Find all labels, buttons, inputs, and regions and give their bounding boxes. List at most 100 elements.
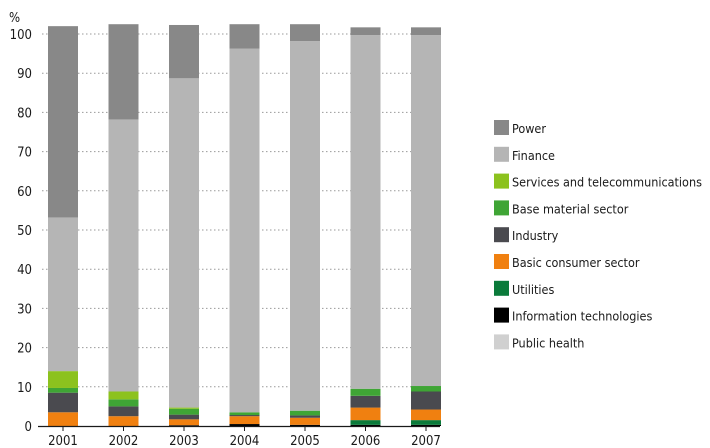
bar-segment-finance: [290, 41, 320, 411]
bar-segment-finance: [169, 78, 199, 408]
legend: Power Finance Services and telecommunicati…: [494, 120, 702, 350]
x-tick-label: 2003: [169, 434, 199, 448]
y-axis-ticks: 0 10 20 30 40 50 60 70 80 90 100: [10, 28, 32, 435]
legend-label: Information technologies: [512, 309, 652, 324]
legend-swatch: [494, 173, 509, 189]
y-tick-label: 100: [10, 28, 32, 43]
bar-segment-information-technologies: [350, 424, 381, 426]
bar-segment-base-material-sector: [350, 388, 381, 396]
x-tick-label: 2005: [290, 434, 320, 448]
legend-swatch: [494, 334, 509, 350]
bar-segment-base-material-sector: [108, 399, 139, 407]
bar-stack-2002: [108, 24, 139, 426]
bar-segment-power: [290, 24, 320, 42]
legend-item: Utilities: [494, 280, 554, 297]
y-tick-label: 70: [17, 146, 32, 161]
bar-segment-finance: [229, 48, 260, 413]
legend-item: Public health: [494, 334, 584, 350]
y-tick-label: 90: [17, 67, 32, 82]
legend-label: Base material sector: [512, 201, 629, 216]
legend-swatch: [494, 280, 509, 296]
bar-stack-2003: [169, 24, 199, 426]
bar-stack-2005: [290, 24, 320, 426]
bar-segment-industry: [48, 392, 78, 413]
bar-segment-power: [411, 27, 441, 36]
y-tick-label: 50: [17, 224, 32, 239]
bar-segment-base-material-sector: [229, 412, 260, 416]
x-tick-label: 2001: [48, 434, 78, 448]
x-tick-label: 2004: [230, 434, 260, 448]
legend-label: Utilities: [512, 282, 554, 297]
bar-segment-basic-consumer-sector: [411, 409, 441, 421]
legend-item: Information technologies: [494, 307, 652, 324]
bar-stack-2004: [229, 24, 260, 426]
legend-label: Basic consumer sector: [512, 255, 640, 270]
bar-segment-power: [350, 27, 381, 36]
x-tick-label: 2002: [109, 434, 139, 448]
y-tick-label: 60: [17, 185, 32, 200]
bar-segment-base-material-sector: [48, 387, 78, 393]
bar-segment-information-technologies: [290, 424, 320, 426]
bar-segment-information-technologies: [411, 424, 441, 426]
legend-item: Finance: [494, 146, 555, 163]
bar-segment-finance: [108, 119, 139, 392]
legend-swatch: [494, 120, 509, 135]
bar-stack-2006: [350, 27, 381, 426]
bar-segment-power: [229, 24, 260, 49]
legend-label: Public health: [512, 335, 584, 350]
bar-segment-power: [108, 24, 139, 120]
bar-segment-base-material-sector: [169, 408, 199, 415]
legend-swatch: [494, 227, 509, 243]
legend-item: Base material sector: [494, 200, 629, 216]
bar-segment-services-and-telecommunications: [48, 371, 78, 388]
bar-segment-basic-consumer-sector: [350, 407, 381, 421]
bar-segment-information-technologies: [169, 425, 199, 426]
legend-swatch: [494, 254, 509, 269]
bar-segment-basic-consumer-sector: [108, 416, 139, 426]
legend-label: Industry: [512, 228, 559, 243]
legend-item: Basic consumer sector: [494, 254, 640, 270]
x-tick-label: 2006: [351, 434, 381, 448]
y-tick-label: 20: [17, 342, 32, 357]
bar-segment-utilities: [411, 420, 441, 425]
bar-segment-information-technologies: [229, 424, 260, 426]
legend-label: Services and telecommunications: [512, 175, 702, 190]
bar-segment-finance: [48, 217, 78, 372]
y-tick-label: 0: [25, 420, 32, 435]
y-tick-label: 40: [17, 263, 32, 278]
bar-segment-power: [169, 24, 199, 79]
bars: [48, 24, 441, 426]
bar-stack-2007: [411, 27, 441, 426]
bar-segment-power: [48, 26, 78, 218]
bar-segment-industry: [290, 415, 320, 418]
bar-segment-base-material-sector: [411, 386, 441, 392]
y-tick-label: 30: [17, 302, 32, 317]
bar-segment-industry: [108, 406, 139, 417]
bar-segment-industry: [169, 414, 199, 420]
bar-stack-2001: [48, 26, 78, 426]
bar-segment-services-and-telecommunications: [169, 407, 199, 409]
y-tick-label: 80: [17, 106, 32, 121]
bar-segment-industry: [411, 391, 441, 410]
bar-segment-finance: [411, 35, 441, 387]
y-axis-unit-label: %: [9, 11, 20, 26]
bar-segment-services-and-telecommunications: [108, 391, 139, 400]
bar-segment-utilities: [350, 420, 381, 425]
bar-segment-basic-consumer-sector: [169, 419, 199, 426]
bar-segment-basic-consumer-sector: [48, 412, 78, 426]
bar-segment-finance: [350, 35, 381, 389]
legend-label: Finance: [512, 148, 555, 163]
bar-segment-industry: [350, 395, 381, 408]
legend-item: Services and telecommunications: [494, 173, 702, 190]
legend-swatch: [494, 200, 509, 216]
legend-swatch: [494, 146, 509, 162]
y-tick-label: 10: [17, 381, 32, 396]
bar-segment-base-material-sector: [290, 410, 320, 416]
x-axis-ticks: 2001 2002 2003 2004 2005 2006 2007: [48, 426, 441, 448]
bar-segment-basic-consumer-sector: [290, 417, 320, 425]
bar-segment-industry: [229, 415, 260, 417]
legend-item: Industry: [494, 227, 559, 243]
bar-segment-basic-consumer-sector: [229, 416, 260, 425]
legend-swatch: [494, 307, 509, 323]
